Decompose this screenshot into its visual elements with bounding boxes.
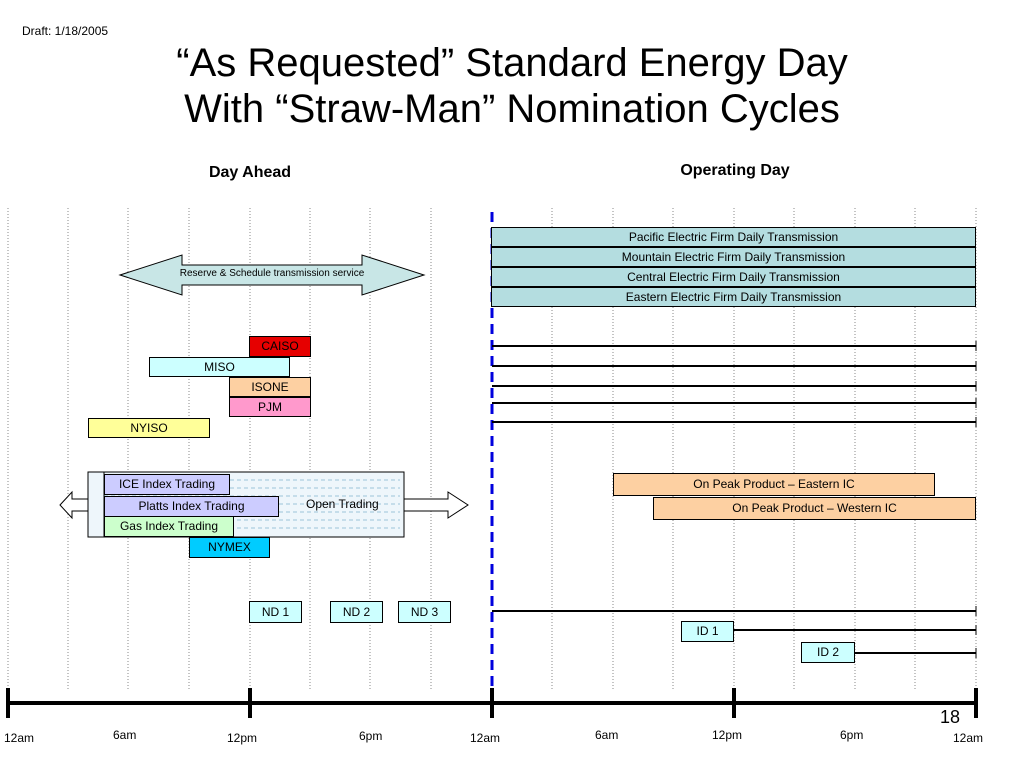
ice-index-trading-box: ICE Index Trading	[104, 474, 230, 495]
on-peak-western-box: On Peak Product – Western IC	[653, 497, 976, 520]
time-label-12am: 12am	[953, 731, 984, 745]
nd2-box: ND 2	[330, 601, 383, 623]
page-number: 18	[940, 707, 961, 727]
time-label-12am: 12am	[470, 731, 501, 745]
open-trading-left-arrow	[59, 490, 89, 520]
draft-label: Draft: 1/18/2005	[22, 24, 109, 38]
time-label-6am: 6am	[595, 728, 619, 742]
time-label-6pm: 6pm	[359, 729, 383, 743]
nyiso-box: NYISO	[88, 418, 210, 438]
id2-box: ID 2	[801, 642, 855, 663]
nd1-box: ND 1	[249, 601, 302, 623]
time-label-6am: 6am	[113, 728, 137, 742]
reserve-schedule-label: Reserve & Schedule transmission service	[179, 268, 365, 279]
reserve-schedule-arrow	[118, 254, 426, 296]
gridlines	[7, 208, 977, 690]
miso-box: MISO	[149, 357, 290, 377]
pjm-box: PJM	[229, 397, 311, 417]
title-line-2: With “Straw-Man” Nomination Cycles	[184, 87, 840, 131]
title-line-1: “As Requested” Standard Energy Day	[176, 41, 848, 85]
gas-index-trading-box: Gas Index Trading	[104, 516, 234, 537]
transmission-bar-mountain: Mountain Electric Firm Daily Transmissio…	[491, 247, 976, 267]
transmission-bar-central: Central Electric Firm Daily Transmission	[491, 267, 976, 287]
open-trading-right-arrow	[403, 491, 469, 519]
time-label-12pm: 12pm	[712, 728, 743, 742]
section-day-ahead: Day Ahead	[208, 164, 292, 181]
time-label-6pm: 6pm	[840, 728, 864, 742]
operating-day-lines	[492, 345, 976, 654]
on-peak-eastern-box: On Peak Product – Eastern IC	[613, 473, 935, 496]
time-label-12am: 12am	[4, 731, 35, 745]
caiso-box: CAISO	[249, 336, 311, 357]
transmission-bar-pacific: Pacific Electric Firm Daily Transmission	[491, 227, 976, 247]
id1-box: ID 1	[681, 621, 734, 642]
isone-box: ISONE	[229, 377, 311, 397]
slide-title: “As Requested” Standard Energy Day With …	[0, 40, 1024, 132]
platts-index-trading-box: Platts Index Trading	[104, 496, 279, 517]
open-trading-label: Open Trading	[306, 497, 379, 511]
time-axis	[6, 688, 978, 718]
transmission-bar-eastern: Eastern Electric Firm Daily Transmission	[491, 287, 976, 307]
nd3-box: ND 3	[398, 601, 451, 623]
section-operating-day: Operating Day	[680, 162, 790, 179]
nymex-box: NYMEX	[189, 537, 270, 558]
time-label-12pm: 12pm	[227, 731, 258, 745]
